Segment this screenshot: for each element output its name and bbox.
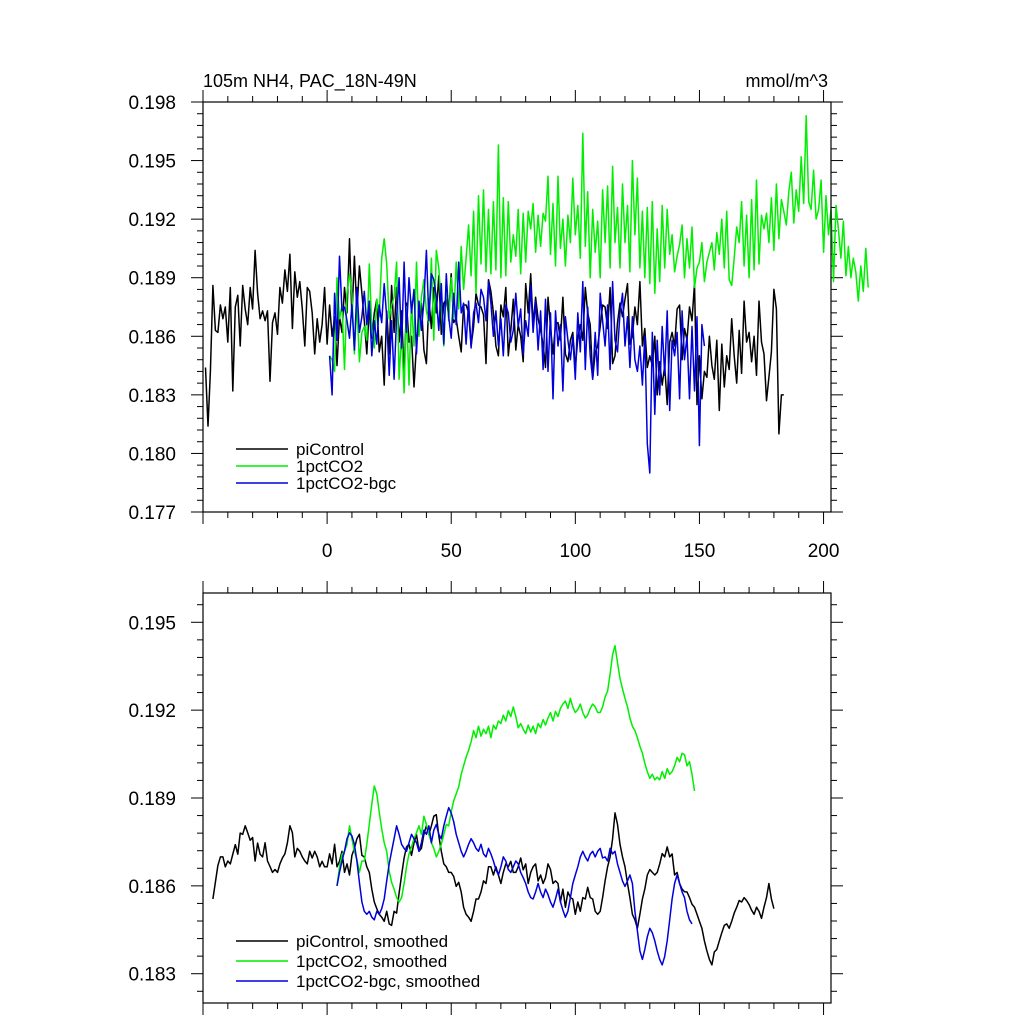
bottom-y-tick-label: 0.192 (128, 701, 176, 722)
top-plot-frame (202, 101, 832, 513)
top-x-tick-label: 100 (559, 541, 591, 562)
top-panel: 105m NH4, PAC_18N-49N mmol/m^3 0.177 0.18… (128, 71, 869, 562)
top-x-tick-label: 200 (808, 541, 840, 562)
top-y-tick-label: 0.186 (128, 327, 176, 348)
top-chart-units-label: mmol/m^3 (746, 71, 828, 91)
bottom-y-tick-label: 0.189 (128, 789, 176, 810)
top-x-tick-label: 0 (322, 541, 333, 562)
top-y-tick-labels: 0.177 0.180 0.183 0.186 0.189 0.192 0.195 0.198 (128, 93, 176, 524)
top-x-tick-label: 50 (441, 541, 462, 562)
bottom-series (212, 644, 775, 966)
bottom-y-tick-labels: 0.183 0.186 0.189 0.192 0.195 (128, 613, 176, 985)
top-y-tick-label: 0.198 (128, 93, 176, 114)
bottom-ticks (191, 581, 843, 1015)
bottom-legend-label-0: piControl, smoothed (296, 932, 448, 951)
bottom-legend-label-1: 1pctCO2, smoothed (296, 952, 447, 971)
top-ticks (191, 90, 843, 524)
top-series (204, 114, 869, 474)
top-legend-label-2: 1pctCO2-bgc (296, 474, 397, 493)
top-y-tick-label: 0.177 (128, 503, 176, 524)
top-legend-label-1: 1pctCO2 (296, 457, 363, 476)
bottom-panel: 0.183 0.186 0.189 0.192 0.195 piControl, smo… (128, 581, 843, 1015)
top-x-tick-labels: 0 50 100 150 200 (322, 541, 840, 562)
top-y-tick-label: 0.195 (128, 152, 176, 173)
bottom-series-line-2 (336, 806, 693, 966)
bottom-series-line-1 (336, 644, 696, 903)
top-y-tick-label: 0.180 (128, 444, 176, 465)
top-series-line-1 (328, 114, 869, 394)
top-y-tick-label: 0.189 (128, 269, 176, 290)
top-legend-label-0: piControl (296, 440, 364, 459)
top-x-tick-label: 150 (684, 541, 716, 562)
bottom-y-tick-label: 0.186 (128, 877, 176, 898)
top-y-tick-label: 0.192 (128, 210, 176, 231)
top-y-tick-label: 0.183 (128, 386, 176, 407)
top-series-line-2 (328, 249, 706, 474)
bottom-y-tick-label: 0.183 (128, 965, 176, 986)
bottom-plot-frame (202, 592, 832, 1004)
bottom-y-tick-label: 0.195 (128, 613, 176, 634)
top-chart-title: 105m NH4, PAC_18N-49N (203, 71, 417, 92)
bottom-legend-label-2: 1pctCO2-bgc, smoothed (296, 972, 480, 991)
